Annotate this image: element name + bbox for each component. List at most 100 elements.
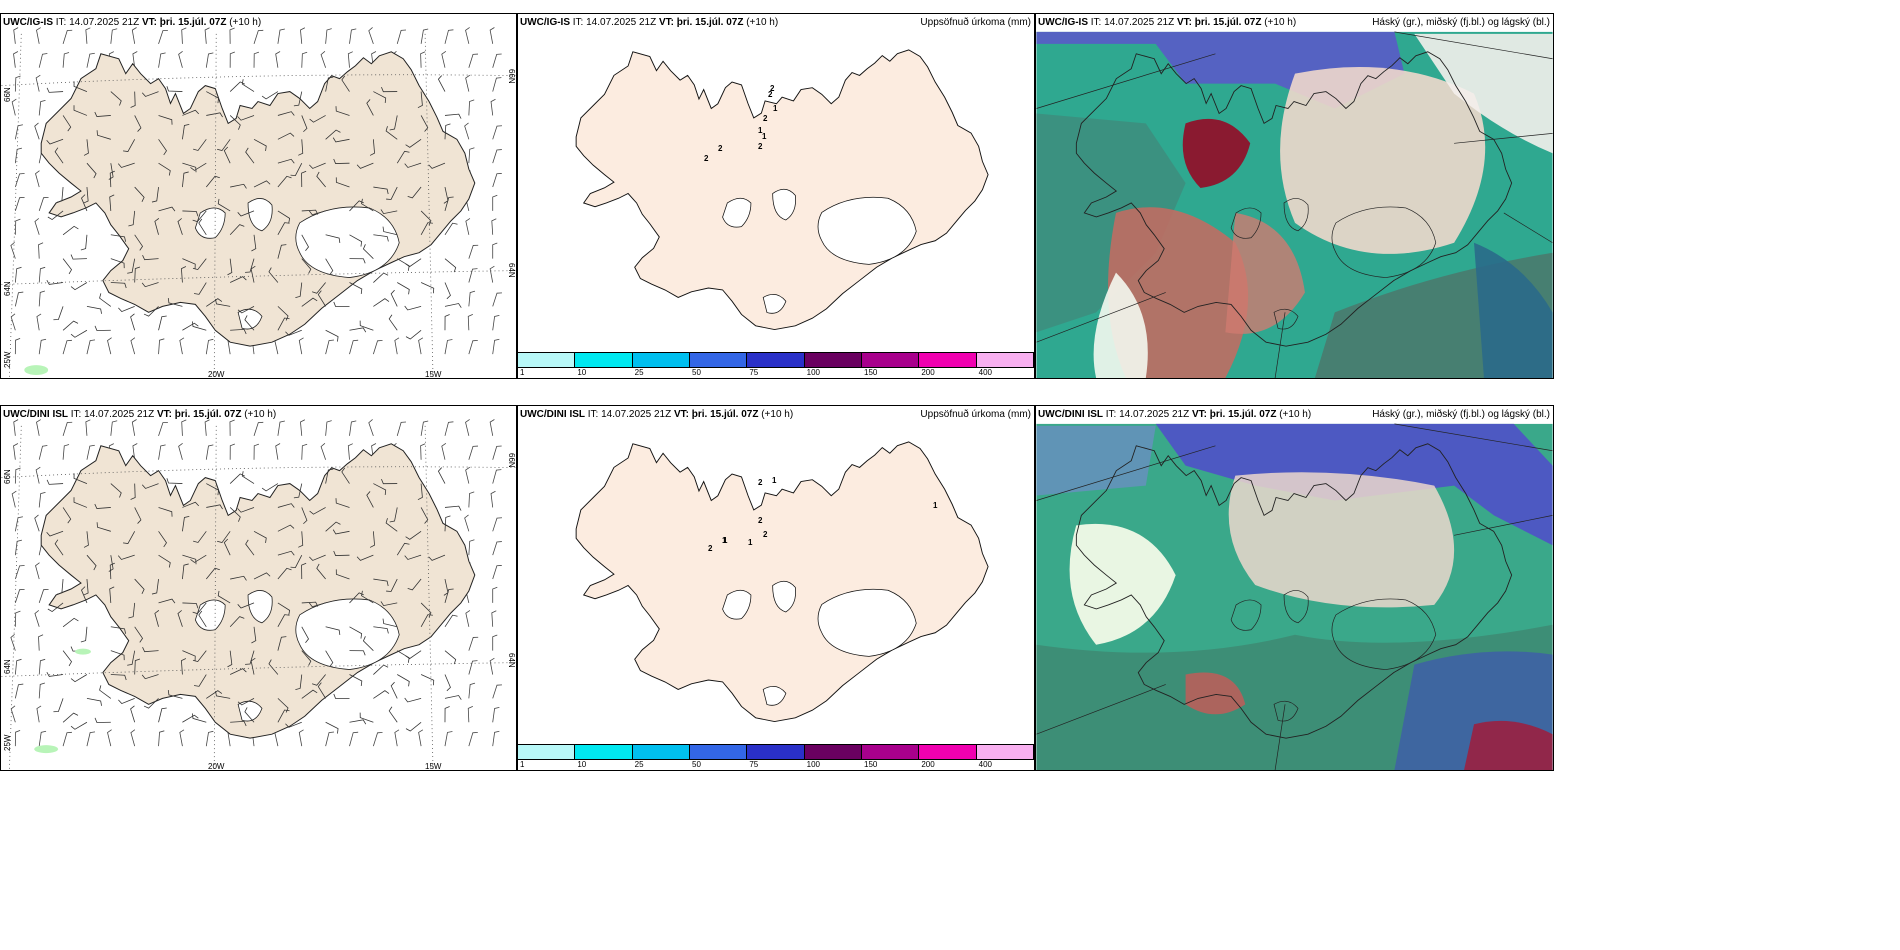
wind-barb: [444, 731, 453, 747]
wind-barb: [277, 614, 290, 627]
wind-barb: [309, 554, 326, 561]
wind-barb: [420, 28, 429, 44]
wind-barb: [53, 306, 64, 321]
wind-barb: [132, 51, 138, 68]
wind-barb: [397, 282, 410, 295]
wind-barb: [14, 173, 25, 188]
wind-barb: [277, 132, 295, 140]
wind-barb: [372, 732, 383, 747]
wind-barb: [349, 650, 366, 656]
wind-barb: [366, 99, 374, 116]
wind-barb: [132, 443, 138, 460]
wind-barb: [244, 315, 255, 331]
wind-barb: [245, 258, 255, 273]
colorbar-tick-label: 400: [978, 760, 993, 769]
colorbar-segment: [688, 744, 748, 760]
wind-barb: [134, 578, 145, 594]
glacier-outline: [1273, 700, 1299, 722]
wind-barb: [38, 290, 45, 307]
wind-barb: [217, 139, 231, 152]
wind-barb: [285, 721, 302, 728]
wind-barb: [154, 610, 160, 627]
wind-barb: [237, 602, 255, 609]
wind-barb: [468, 660, 478, 675]
wind-barb: [309, 507, 326, 515]
wind-barb: [373, 234, 389, 242]
precip-title: Uppsöfnuð úrkoma (mm): [920, 17, 1031, 28]
wind-barb: [227, 650, 233, 668]
wind-barb: [325, 420, 332, 436]
wind-barb: [73, 497, 88, 508]
wind-barb: [223, 538, 231, 556]
wind-barb: [492, 173, 502, 188]
wind-barb: [444, 650, 457, 665]
wind-barb: [489, 419, 495, 436]
cloud-map: [1036, 423, 1553, 770]
wind-barb: [11, 98, 17, 116]
wind-barb: [110, 674, 127, 681]
wind-barb: [35, 74, 41, 92]
wind-barb: [182, 124, 190, 140]
wind-barb: [229, 81, 245, 92]
wind-barb: [38, 266, 46, 283]
wind-barb: [158, 507, 173, 517]
wind-barb: [465, 466, 471, 484]
wind-barb: [34, 610, 40, 627]
wind-barb: [122, 139, 136, 152]
wind-barb: [253, 443, 260, 460]
lon-label-15: 15W: [425, 370, 442, 379]
precip-map-panel-dini: UWC/DINI ISL IT: 14.07.2025 21Z VT: þri.…: [517, 405, 1035, 771]
glacier-outline: [1273, 308, 1299, 330]
wind-barb: [389, 507, 398, 523]
wind-barb: [253, 572, 271, 580]
wind-barb: [14, 730, 21, 747]
wind-barb: [122, 531, 136, 544]
wind-barb: [110, 626, 127, 634]
wind-barb: [373, 186, 389, 195]
wind-barb: [143, 698, 159, 709]
glacier-outline: [817, 196, 917, 265]
wind-barb: [62, 712, 79, 723]
wind-barb: [309, 162, 326, 169]
wind-barb: [373, 690, 390, 699]
wind-barb: [38, 445, 48, 460]
wind-barb: [492, 684, 502, 699]
wind-barb: [179, 337, 185, 355]
colorbar-segment: [803, 352, 862, 368]
wind-barb: [181, 419, 187, 436]
wind-barb: [62, 617, 79, 628]
wind-barb: [396, 29, 407, 44]
wind-barb: [192, 713, 207, 723]
wind-barb: [47, 210, 64, 221]
wind-barb: [14, 539, 22, 556]
glaciers: [722, 580, 917, 706]
precip-value-label: 1: [758, 126, 763, 135]
wind-barb: [349, 626, 363, 639]
wind-barb: [361, 590, 374, 604]
wind-barb: [373, 91, 387, 103]
iceland-outline: [1075, 51, 1513, 347]
wind-barb: [428, 162, 446, 169]
lat-label-66-right: 66N: [507, 453, 516, 468]
cloud-map-panel-igis: UWC/IG-IS IT: 14.07.2025 21Z VT: þri. 15…: [1035, 13, 1554, 379]
wind-barb: [158, 206, 176, 212]
wind-barb: [418, 729, 424, 747]
panel-title: UWC/DINI ISL IT: 14.07.2025 21Z VT: þri.…: [1038, 409, 1312, 420]
wind-barb: [205, 444, 214, 460]
precip-value-label: 2: [704, 154, 709, 163]
precip-map: [575, 49, 989, 331]
wind-barbs-land: [46, 467, 462, 734]
wind-barb: [190, 554, 207, 563]
cloud-map: [1036, 31, 1553, 378]
wind-barb: [250, 265, 256, 283]
wind-barb: [206, 112, 223, 118]
lon-label-20: 20W: [208, 370, 225, 379]
wind-barb: [130, 729, 136, 747]
glaciers: [194, 198, 400, 330]
wind-barb: [349, 327, 367, 333]
wind-barb: [241, 79, 255, 92]
wind-barb: [158, 730, 165, 747]
glaciers: [722, 188, 917, 314]
wind-barb: [107, 729, 112, 747]
wind-barb: [301, 689, 318, 699]
